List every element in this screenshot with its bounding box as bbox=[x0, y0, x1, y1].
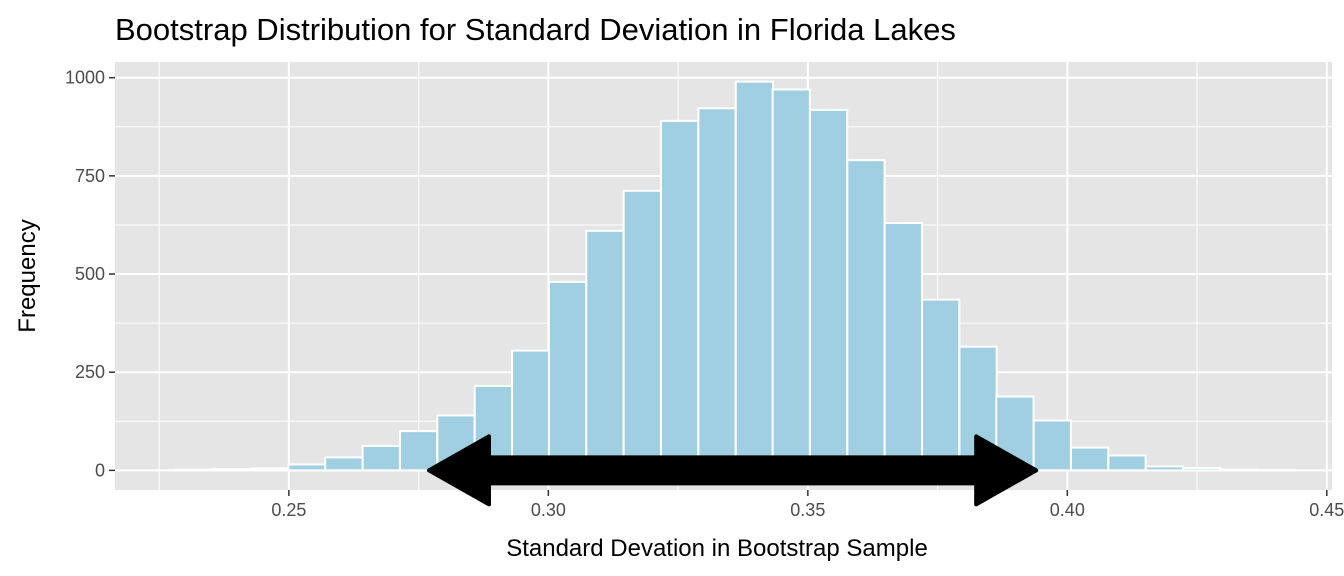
arrow-head-right bbox=[974, 434, 1039, 507]
histogram-bar bbox=[697, 107, 737, 472]
histogram-bar bbox=[883, 221, 923, 472]
histogram-bar bbox=[212, 468, 252, 472]
y-axis: 0 250 500 750 1000 bbox=[65, 68, 115, 480]
histogram-bar bbox=[1070, 446, 1110, 472]
histogram-bar bbox=[1218, 468, 1259, 472]
histogram-bar bbox=[771, 88, 811, 472]
histogram-bar bbox=[1032, 419, 1072, 472]
histogram-bar bbox=[846, 159, 886, 472]
histogram-bar bbox=[250, 467, 290, 472]
histogram-bar bbox=[734, 80, 775, 472]
x-tick-label: 0.45 bbox=[1309, 500, 1344, 520]
y-tick-label: 500 bbox=[75, 264, 105, 284]
histogram-bar bbox=[921, 298, 961, 472]
histogram-bar bbox=[287, 463, 327, 472]
x-axis-title: Standard Devation in Bootstrap Sample bbox=[506, 535, 928, 562]
y-tick-label: 250 bbox=[75, 362, 105, 382]
x-tick-label: 0.40 bbox=[1050, 500, 1085, 520]
interval-arrow bbox=[426, 434, 1039, 507]
histogram-bar bbox=[511, 349, 551, 472]
histogram-bar bbox=[1144, 465, 1185, 472]
x-tick-label: 0.25 bbox=[271, 500, 306, 520]
histogram-bar bbox=[398, 430, 439, 472]
x-tick-label: 0.35 bbox=[790, 500, 825, 520]
histogram-bar bbox=[660, 119, 700, 472]
x-tick-label: 0.30 bbox=[531, 500, 566, 520]
histogram-bar bbox=[622, 189, 662, 472]
arrow-head-left bbox=[426, 434, 491, 507]
y-tick-label: 750 bbox=[75, 166, 105, 186]
histogram-bar bbox=[324, 456, 364, 472]
histogram-bar bbox=[1182, 467, 1222, 472]
histogram-bar bbox=[808, 108, 849, 472]
histogram-bar bbox=[585, 229, 625, 472]
y-axis-title: Frequency bbox=[14, 219, 41, 332]
y-tick-label: 0 bbox=[95, 460, 105, 480]
y-tick-label: 1000 bbox=[65, 68, 105, 88]
histogram-bar bbox=[1107, 454, 1147, 472]
histogram-bar bbox=[175, 468, 215, 472]
histogram-bar bbox=[361, 445, 401, 472]
histogram-bar bbox=[1256, 468, 1296, 472]
x-axis: 0.25 0.30 0.35 0.40 0.45 bbox=[271, 490, 1344, 520]
chart-title: Bootstrap Distribution for Standard Devi… bbox=[115, 12, 956, 47]
histogram-bar bbox=[547, 280, 588, 472]
